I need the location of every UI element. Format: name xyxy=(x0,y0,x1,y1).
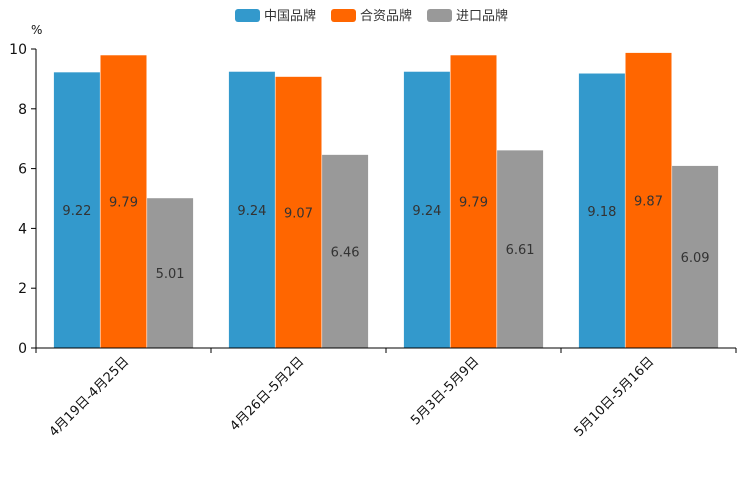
legend-swatch-1 xyxy=(331,9,356,22)
bar xyxy=(322,154,369,348)
x-axis: 4月19日-4月25日 4月26日-5月2日 5月3日-5月9日 5月10日-5月16… xyxy=(35,347,737,440)
legend: 中国品牌 合资品牌 进口品牌 xyxy=(235,8,508,24)
y-tick-label: 10 xyxy=(9,42,27,58)
bar xyxy=(147,198,194,348)
bar xyxy=(275,76,322,348)
y-tick-label: 4 xyxy=(18,221,27,237)
bar xyxy=(53,72,100,349)
bar xyxy=(403,71,450,348)
bar-value-label: 5.01 xyxy=(156,267,185,282)
legend-swatch-0 xyxy=(235,9,260,22)
y-tick-label: 2 xyxy=(18,281,27,297)
bar-value-label: 9.07 xyxy=(284,206,313,221)
bars: 9.22 9.79 5.01 9.24 9.07 6.46 9.24 9.79 6.61 9.18… xyxy=(53,52,719,349)
y-tick-label: 8 xyxy=(18,102,27,118)
y-axis-unit-label: % xyxy=(31,23,42,37)
x-category-label: 5月10日-5月16日 xyxy=(572,354,658,440)
bar xyxy=(228,71,275,348)
bar xyxy=(578,73,625,348)
bar xyxy=(625,52,672,349)
bar-value-label: 9.18 xyxy=(587,205,616,220)
x-category-label: 4月26日-5月2日 xyxy=(227,354,307,434)
bar-value-label: 9.24 xyxy=(412,204,441,219)
y-axis: 0 2 4 6 8 10 xyxy=(9,42,37,357)
legend-swatch-2 xyxy=(427,9,452,22)
legend-label-0: 中国品牌 xyxy=(264,8,316,24)
legend-label-2: 进口品牌 xyxy=(456,8,508,24)
bar xyxy=(672,165,719,348)
x-category-label: 4月19日-4月25日 xyxy=(47,354,133,440)
bar xyxy=(100,55,147,349)
bar-value-label: 9.22 xyxy=(62,204,91,219)
bar-value-label: 6.46 xyxy=(331,245,360,260)
bar-value-label: 9.79 xyxy=(109,196,138,211)
bar-value-label: 9.79 xyxy=(459,196,488,211)
legend-label-1: 合资品牌 xyxy=(360,8,412,24)
bar-value-label: 6.09 xyxy=(681,251,710,266)
bar-value-label: 9.87 xyxy=(634,194,663,209)
y-tick-label: 6 xyxy=(18,162,27,178)
bar-value-label: 9.24 xyxy=(237,204,266,219)
bar xyxy=(450,55,497,349)
bar-value-label: 6.61 xyxy=(506,243,535,258)
x-category-label: 5月3日-5月9日 xyxy=(408,354,482,428)
y-tick-label: 0 xyxy=(18,341,27,357)
bar xyxy=(497,150,544,348)
